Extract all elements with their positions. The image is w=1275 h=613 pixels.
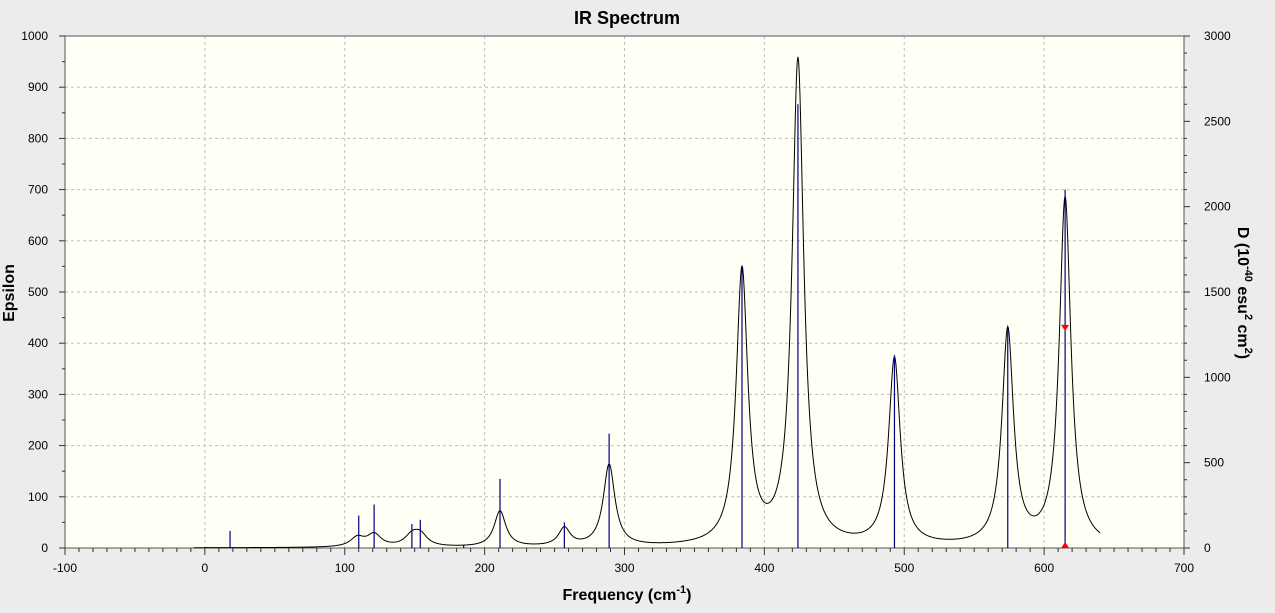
x-axis-title: Frequency (cm-1) bbox=[563, 584, 692, 604]
y-left-tick-label: 700 bbox=[28, 183, 48, 197]
spectrum-line bbox=[193, 56, 1101, 549]
x-tick-label: -100 bbox=[53, 561, 77, 575]
y-right-tick-label: 0 bbox=[1204, 541, 1211, 555]
y-right-tick-label: 500 bbox=[1204, 456, 1224, 470]
right-y-axis-title: D (10-40 esu2 cm2) bbox=[1234, 227, 1254, 359]
y-right-tick-label: 1500 bbox=[1204, 285, 1231, 299]
left-y-axis-title: Epsilon bbox=[1, 264, 18, 322]
y-left-tick-label: 400 bbox=[28, 336, 48, 350]
y-left-tick-label: 800 bbox=[28, 131, 48, 145]
x-tick-label: 500 bbox=[894, 561, 914, 575]
y-left-tick-label: 500 bbox=[28, 285, 48, 299]
y-left-tick-label: 1000 bbox=[21, 29, 48, 43]
x-tick-label: 200 bbox=[475, 561, 495, 575]
x-tick-label: 600 bbox=[1034, 561, 1054, 575]
y-right-tick-label: 1000 bbox=[1204, 370, 1231, 384]
chart-title: IR Spectrum bbox=[574, 8, 680, 28]
marker-triangle-down bbox=[1061, 324, 1070, 331]
x-tick-label: 400 bbox=[754, 561, 774, 575]
y-left-tick-label: 600 bbox=[28, 234, 48, 248]
y-left-tick-label: 0 bbox=[41, 541, 48, 555]
x-tick-label: 700 bbox=[1174, 561, 1194, 575]
y-right-tick-label: 3000 bbox=[1204, 29, 1231, 43]
y-right-tick-label: 2000 bbox=[1204, 200, 1231, 214]
plot-area: -100 0 100 200 300 400 500 600 700 0 100 200 300 400 5… bbox=[21, 29, 1231, 575]
x-tick-label: 100 bbox=[335, 561, 355, 575]
y-right-tick-label: 2500 bbox=[1204, 114, 1231, 128]
y-left-tick-label: 900 bbox=[28, 80, 48, 94]
y-left-tick-label: 200 bbox=[28, 439, 48, 453]
y-left-tick-label: 300 bbox=[28, 387, 48, 401]
marker-triangle-up bbox=[1061, 542, 1070, 548]
x-tick-label: 300 bbox=[614, 561, 634, 575]
y-left-tick-label: 100 bbox=[28, 490, 48, 504]
x-tick-label: 0 bbox=[202, 561, 209, 575]
